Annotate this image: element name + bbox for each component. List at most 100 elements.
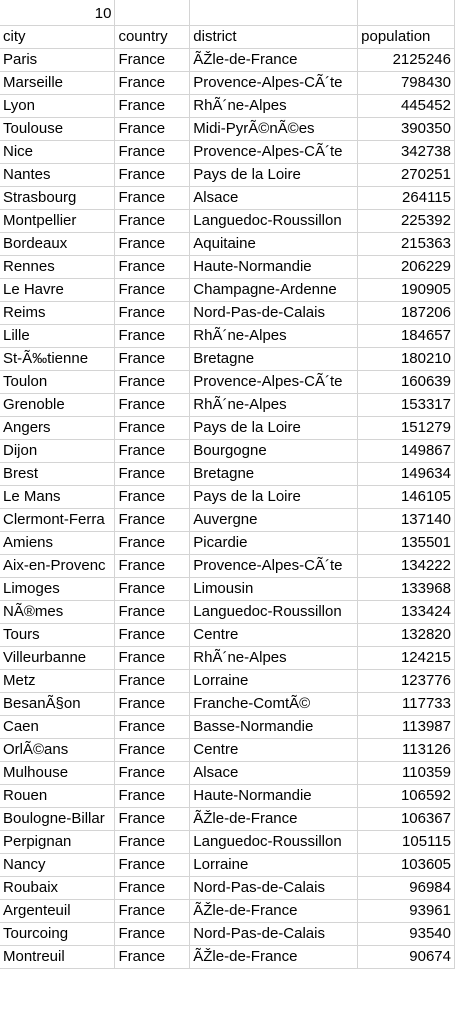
cell-population[interactable]: 342738 <box>357 140 455 164</box>
cell-city[interactable]: BesanÃ§on <box>0 692 116 716</box>
cell-country[interactable]: France <box>114 669 191 693</box>
cell-country[interactable]: France <box>114 922 191 946</box>
cell-country[interactable]: France <box>114 577 191 601</box>
cell-city[interactable]: Marseille <box>0 71 116 95</box>
cell-population[interactable]: 113126 <box>357 738 455 762</box>
cell-city[interactable]: Toulon <box>0 370 116 394</box>
cell-country[interactable]: France <box>114 439 191 463</box>
cell-population[interactable]: 151279 <box>357 416 455 440</box>
cell-district[interactable]: ÃŽle-de-France <box>189 945 359 969</box>
cell-country[interactable]: France <box>114 48 191 72</box>
cell-country[interactable]: France <box>114 715 191 739</box>
cell-population[interactable]: 132820 <box>357 623 455 647</box>
cell-city[interactable]: Lille <box>0 324 116 348</box>
cell-country[interactable]: France <box>114 163 191 187</box>
cell-population[interactable]: 96984 <box>357 876 455 900</box>
cell-population[interactable]: 2125246 <box>357 48 455 72</box>
header-population[interactable]: population <box>357 25 455 49</box>
cell-district[interactable]: Basse-Normandie <box>189 715 359 739</box>
header-district[interactable]: district <box>189 25 359 49</box>
cell-city[interactable]: Angers <box>0 416 116 440</box>
cell-city[interactable]: Villeurbanne <box>0 646 116 670</box>
cell-district[interactable]: Alsace <box>189 761 359 785</box>
cell-population[interactable]: 123776 <box>357 669 455 693</box>
cell-country[interactable]: France <box>114 623 191 647</box>
cell-country[interactable]: France <box>114 370 191 394</box>
cell-country[interactable]: France <box>114 508 191 532</box>
cell-city[interactable]: Roubaix <box>0 876 116 900</box>
cell-population[interactable]: 93540 <box>357 922 455 946</box>
cell-district[interactable]: RhÃ´ne-Alpes <box>189 646 359 670</box>
cell-city[interactable]: Rennes <box>0 255 116 279</box>
cell-country[interactable]: France <box>114 899 191 923</box>
cell-district[interactable]: RhÃ´ne-Alpes <box>189 94 359 118</box>
cell-country[interactable]: France <box>114 140 191 164</box>
cell-district[interactable]: ÃŽle-de-France <box>189 807 359 831</box>
cell-city[interactable]: Metz <box>0 669 116 693</box>
cell-country[interactable]: France <box>114 531 191 555</box>
cell-city[interactable]: Clermont-Ferra <box>0 508 116 532</box>
cell-population[interactable]: 146105 <box>357 485 455 509</box>
cell-city[interactable]: Mulhouse <box>0 761 116 785</box>
cell-district[interactable]: Provence-Alpes-CÃ´te <box>189 71 359 95</box>
cell-country[interactable]: France <box>114 232 191 256</box>
cell-country[interactable]: France <box>114 738 191 762</box>
cell-city[interactable]: OrlÃ©ans <box>0 738 116 762</box>
cell-city[interactable]: St-Ã‰tienne <box>0 347 116 371</box>
cell-district[interactable]: Bourgogne <box>189 439 359 463</box>
cell-district[interactable]: ÃŽle-de-France <box>189 899 359 923</box>
cell-population[interactable]: 124215 <box>357 646 455 670</box>
cell-country[interactable]: France <box>114 324 191 348</box>
cell-city[interactable]: Lyon <box>0 94 116 118</box>
cell-country[interactable]: France <box>114 945 191 969</box>
cell-city[interactable]: Nice <box>0 140 116 164</box>
cell-city[interactable]: Strasbourg <box>0 186 116 210</box>
cell-district[interactable]: Languedoc-Roussillon <box>189 209 359 233</box>
cell-population[interactable]: 105115 <box>357 830 455 854</box>
cell-population[interactable]: 134222 <box>357 554 455 578</box>
cell-country[interactable]: France <box>114 416 191 440</box>
cell-district[interactable]: Picardie <box>189 531 359 555</box>
cell-country[interactable]: France <box>114 554 191 578</box>
cell-city[interactable]: Limoges <box>0 577 116 601</box>
cell-district[interactable]: RhÃ´ne-Alpes <box>189 393 359 417</box>
cell-city[interactable]: Montreuil <box>0 945 116 969</box>
cell-country[interactable]: France <box>114 117 191 141</box>
cell-district[interactable]: Alsace <box>189 186 359 210</box>
cell-country[interactable]: France <box>114 830 191 854</box>
cell-population[interactable]: 390350 <box>357 117 455 141</box>
cell-country[interactable]: France <box>114 485 191 509</box>
cell-population[interactable]: 798430 <box>357 71 455 95</box>
cell-country[interactable]: France <box>114 462 191 486</box>
cell-population[interactable]: 106367 <box>357 807 455 831</box>
cell-city[interactable]: Nantes <box>0 163 116 187</box>
cell-population[interactable]: 90674 <box>357 945 455 969</box>
cell-district[interactable]: Pays de la Loire <box>189 416 359 440</box>
cell-population[interactable]: 93961 <box>357 899 455 923</box>
cell-district[interactable]: Lorraine <box>189 853 359 877</box>
cell-b1[interactable] <box>114 0 191 26</box>
cell-city[interactable]: Le Mans <box>0 485 116 509</box>
cell-city[interactable]: Montpellier <box>0 209 116 233</box>
cell-district[interactable]: Languedoc-Roussillon <box>189 830 359 854</box>
cell-district[interactable]: Haute-Normandie <box>189 255 359 279</box>
cell-district[interactable]: Haute-Normandie <box>189 784 359 808</box>
cell-district[interactable]: Nord-Pas-de-Calais <box>189 301 359 325</box>
cell-district[interactable]: Franche-ComtÃ© <box>189 692 359 716</box>
cell-city[interactable]: Argenteuil <box>0 899 116 923</box>
cell-city[interactable]: Aix-en-Provenc <box>0 554 116 578</box>
cell-district[interactable]: RhÃ´ne-Alpes <box>189 324 359 348</box>
cell-population[interactable]: 190905 <box>357 278 455 302</box>
cell-population[interactable]: 187206 <box>357 301 455 325</box>
cell-population[interactable]: 110359 <box>357 761 455 785</box>
cell-city[interactable]: Le Havre <box>0 278 116 302</box>
cell-d1[interactable] <box>357 0 455 26</box>
cell-city[interactable]: Amiens <box>0 531 116 555</box>
cell-city[interactable]: Grenoble <box>0 393 116 417</box>
cell-district[interactable]: Pays de la Loire <box>189 485 359 509</box>
cell-district[interactable]: Auvergne <box>189 508 359 532</box>
cell-population[interactable]: 149634 <box>357 462 455 486</box>
cell-district[interactable]: Limousin <box>189 577 359 601</box>
cell-country[interactable]: France <box>114 209 191 233</box>
cell-population[interactable]: 153317 <box>357 393 455 417</box>
